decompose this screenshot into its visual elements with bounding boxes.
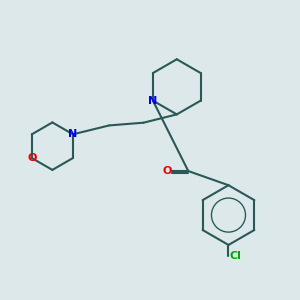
Text: O: O (27, 153, 37, 163)
Text: N: N (68, 129, 78, 139)
Text: O: O (163, 166, 172, 176)
Text: Cl: Cl (230, 251, 241, 261)
Text: N: N (148, 96, 158, 106)
